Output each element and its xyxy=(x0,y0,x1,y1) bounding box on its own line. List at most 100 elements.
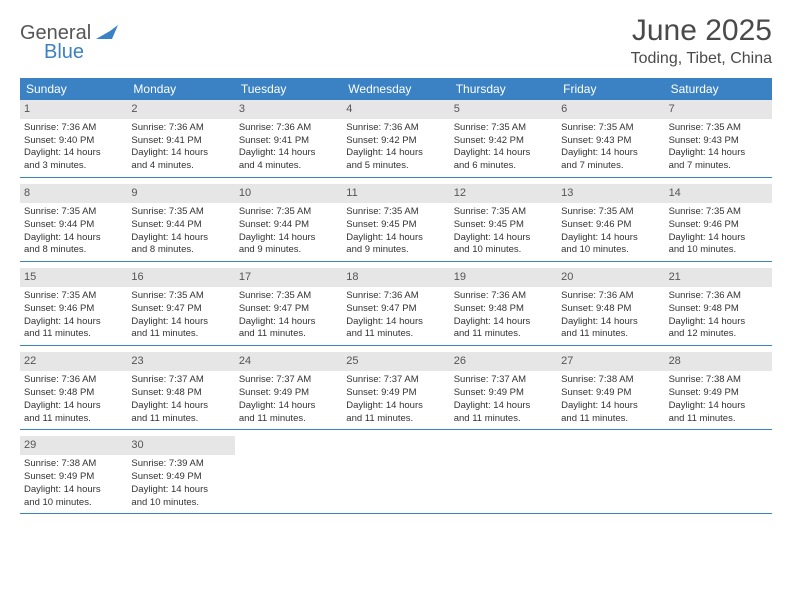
daylight-line: Daylight: 14 hours xyxy=(131,232,230,245)
daylight-line: Daylight: 14 hours xyxy=(561,400,660,413)
day-cell: 15Sunrise: 7:35 AMSunset: 9:46 PMDayligh… xyxy=(20,268,127,345)
daylight-line: and 9 minutes. xyxy=(239,244,338,257)
sunset-line: Sunset: 9:48 PM xyxy=(454,303,553,316)
daylight-line: and 4 minutes. xyxy=(239,160,338,173)
daylight-line: Daylight: 14 hours xyxy=(346,232,445,245)
weekday-header: Saturday xyxy=(665,78,772,100)
day-number: 2 xyxy=(127,100,234,119)
day-cell: 28Sunrise: 7:38 AMSunset: 9:49 PMDayligh… xyxy=(665,352,772,429)
day-cell xyxy=(450,436,557,513)
sunset-line: Sunset: 9:47 PM xyxy=(239,303,338,316)
weekday-header: Monday xyxy=(127,78,234,100)
week-row: 1Sunrise: 7:36 AMSunset: 9:40 PMDaylight… xyxy=(20,100,772,178)
sunrise-line: Sunrise: 7:37 AM xyxy=(239,374,338,387)
sunset-line: Sunset: 9:45 PM xyxy=(454,219,553,232)
sunrise-line: Sunrise: 7:35 AM xyxy=(239,206,338,219)
day-number: 12 xyxy=(450,184,557,203)
sunset-line: Sunset: 9:46 PM xyxy=(669,219,768,232)
day-cell: 5Sunrise: 7:35 AMSunset: 9:42 PMDaylight… xyxy=(450,100,557,177)
day-cell: 14Sunrise: 7:35 AMSunset: 9:46 PMDayligh… xyxy=(665,184,772,261)
sunrise-line: Sunrise: 7:37 AM xyxy=(131,374,230,387)
sunset-line: Sunset: 9:43 PM xyxy=(561,135,660,148)
day-cell: 1 Sunrise: 7:36 AMSunset: 9:40 PMDaylight… xyxy=(20,100,127,177)
daylight-line: and 11 minutes. xyxy=(454,413,553,426)
day-cell: 12Sunrise: 7:35 AMSunset: 9:45 PMDayligh… xyxy=(450,184,557,261)
day-number: 6 xyxy=(557,100,664,119)
sunset-line: Sunset: 9:48 PM xyxy=(131,387,230,400)
day-cell: 9Sunrise: 7:35 AMSunset: 9:44 PMDaylight… xyxy=(127,184,234,261)
daylight-line: Daylight: 14 hours xyxy=(669,232,768,245)
daylight-line: Daylight: 14 hours xyxy=(454,400,553,413)
sunset-line: Sunset: 9:42 PM xyxy=(346,135,445,148)
daylight-line: and 11 minutes. xyxy=(239,413,338,426)
sunrise-line: Sunrise: 7:35 AM xyxy=(669,206,768,219)
daylight-line: Daylight: 14 hours xyxy=(239,400,338,413)
day-number: 16 xyxy=(127,268,234,287)
daylight-line: Daylight: 14 hours xyxy=(669,147,768,160)
daylight-line: Daylight: 14 hours xyxy=(239,316,338,329)
sunrise-line: Sunrise: 7:38 AM xyxy=(561,374,660,387)
sunset-line: Sunset: 9:49 PM xyxy=(24,471,123,484)
daylight-line: and 11 minutes. xyxy=(561,328,660,341)
day-cell: 16Sunrise: 7:35 AMSunset: 9:47 PMDayligh… xyxy=(127,268,234,345)
day-cell xyxy=(557,436,664,513)
day-cell: 7Sunrise: 7:35 AMSunset: 9:43 PMDaylight… xyxy=(665,100,772,177)
daylight-line: Daylight: 14 hours xyxy=(131,316,230,329)
logo-text-block: General Blue xyxy=(20,22,118,64)
title-block: June 2025 Toding, Tibet, China xyxy=(631,14,772,68)
sunset-line: Sunset: 9:48 PM xyxy=(24,387,123,400)
sunset-line: Sunset: 9:41 PM xyxy=(131,135,230,148)
daylight-line: and 8 minutes. xyxy=(131,244,230,257)
daylight-line: Daylight: 14 hours xyxy=(24,147,123,160)
daylight-line: Daylight: 14 hours xyxy=(561,147,660,160)
sunrise-line: Sunrise: 7:36 AM xyxy=(346,290,445,303)
day-number: 22 xyxy=(20,352,127,371)
daylight-line: and 11 minutes. xyxy=(346,413,445,426)
daylight-line: and 7 minutes. xyxy=(561,160,660,173)
sunset-line: Sunset: 9:40 PM xyxy=(24,135,123,148)
sunset-line: Sunset: 9:49 PM xyxy=(346,387,445,400)
sunrise-line: Sunrise: 7:35 AM xyxy=(454,206,553,219)
sunrise-line: Sunrise: 7:38 AM xyxy=(24,458,123,471)
daylight-line: Daylight: 14 hours xyxy=(669,316,768,329)
sunset-line: Sunset: 9:41 PM xyxy=(239,135,338,148)
day-cell: 29Sunrise: 7:38 AMSunset: 9:49 PMDayligh… xyxy=(20,436,127,513)
logo-text-blue: Blue xyxy=(20,41,118,64)
week-row: 22Sunrise: 7:36 AMSunset: 9:48 PMDayligh… xyxy=(20,352,772,430)
day-cell: 17Sunrise: 7:35 AMSunset: 9:47 PMDayligh… xyxy=(235,268,342,345)
daylight-line: Daylight: 14 hours xyxy=(346,316,445,329)
day-number: 7 xyxy=(665,100,772,119)
day-number: 23 xyxy=(127,352,234,371)
day-number: 8 xyxy=(20,184,127,203)
daylight-line: Daylight: 14 hours xyxy=(24,232,123,245)
daylight-line: and 10 minutes. xyxy=(24,497,123,510)
daylight-line: Daylight: 14 hours xyxy=(346,400,445,413)
sunrise-line: Sunrise: 7:36 AM xyxy=(239,122,338,135)
day-number: 20 xyxy=(557,268,664,287)
sunrise-line: Sunrise: 7:36 AM xyxy=(669,290,768,303)
weekday-header: Tuesday xyxy=(235,78,342,100)
location: Toding, Tibet, China xyxy=(631,50,772,68)
day-number: 21 xyxy=(665,268,772,287)
day-cell: 24Sunrise: 7:37 AMSunset: 9:49 PMDayligh… xyxy=(235,352,342,429)
sunset-line: Sunset: 9:49 PM xyxy=(561,387,660,400)
day-cell: 18Sunrise: 7:36 AMSunset: 9:47 PMDayligh… xyxy=(342,268,449,345)
day-number: 27 xyxy=(557,352,664,371)
day-number: 19 xyxy=(450,268,557,287)
day-cell: 20Sunrise: 7:36 AMSunset: 9:48 PMDayligh… xyxy=(557,268,664,345)
daylight-line: Daylight: 14 hours xyxy=(561,232,660,245)
day-number: 10 xyxy=(235,184,342,203)
daylight-line: Daylight: 14 hours xyxy=(131,147,230,160)
daylight-line: Daylight: 14 hours xyxy=(24,316,123,329)
sunrise-line: Sunrise: 7:35 AM xyxy=(239,290,338,303)
day-cell: 19Sunrise: 7:36 AMSunset: 9:48 PMDayligh… xyxy=(450,268,557,345)
sunrise-line: Sunrise: 7:36 AM xyxy=(454,290,553,303)
day-cell: 22Sunrise: 7:36 AMSunset: 9:48 PMDayligh… xyxy=(20,352,127,429)
sunset-line: Sunset: 9:46 PM xyxy=(24,303,123,316)
sunset-line: Sunset: 9:44 PM xyxy=(239,219,338,232)
daylight-line: Daylight: 14 hours xyxy=(24,484,123,497)
daylight-line: and 10 minutes. xyxy=(561,244,660,257)
day-number: 1 xyxy=(20,100,127,119)
daylight-line: Daylight: 14 hours xyxy=(669,400,768,413)
sunrise-line: Sunrise: 7:36 AM xyxy=(24,122,123,135)
